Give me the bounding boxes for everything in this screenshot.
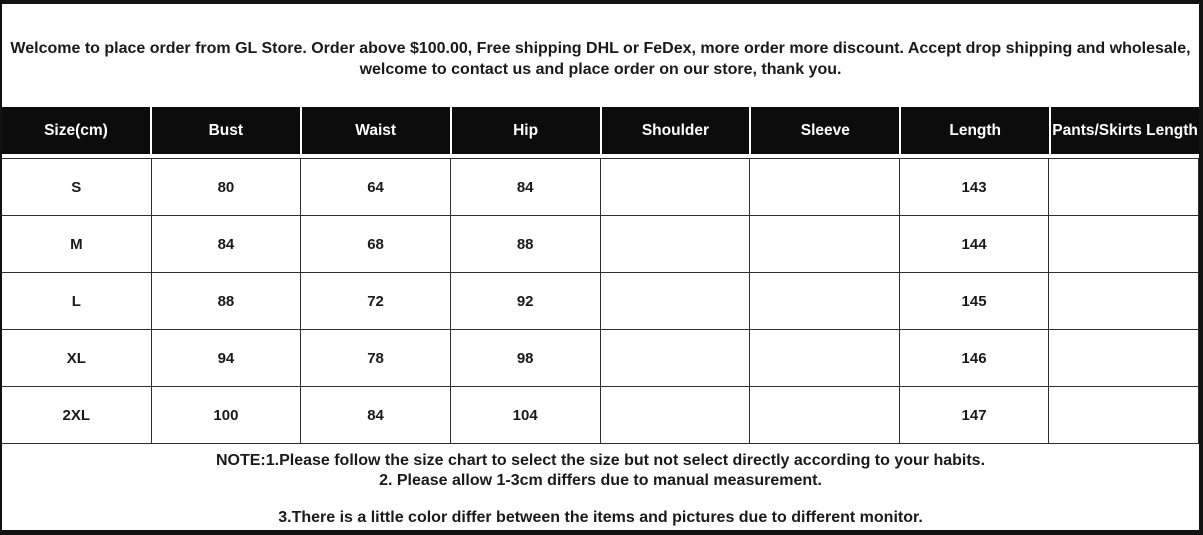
cell-pants-skirts-length <box>1049 330 1199 387</box>
cell-size: S <box>2 159 152 216</box>
welcome-text-line-2: welcome to contact us and place order on… <box>359 60 842 78</box>
cell-sleeve <box>750 216 900 273</box>
cell-bust: 84 <box>151 216 302 273</box>
cell-length: 143 <box>899 159 1050 216</box>
cell-pants-skirts-length <box>1049 273 1199 330</box>
cell-pants-skirts-length <box>1049 216 1199 273</box>
table-row-s: S 80 64 84 143 <box>2 159 1199 216</box>
table-body: S 80 64 84 143 M 84 68 88 144 L 88 72 92 <box>2 158 1199 444</box>
cell-size: M <box>2 216 152 273</box>
cell-waist: 64 <box>301 159 451 216</box>
cell-size: XL <box>2 330 152 387</box>
column-header-pants-skirts-length: Pants/Skirts Length <box>1051 107 1199 154</box>
table-row-l: L 88 72 92 145 <box>2 273 1199 330</box>
cell-length: 146 <box>899 330 1050 387</box>
note-line-1: NOTE:1.Please follow the size chart to s… <box>215 452 986 469</box>
cell-waist: 68 <box>301 216 451 273</box>
table-header-row: Size(cm) Bust Waist Hip Shoulder Sleeve … <box>2 107 1199 154</box>
cell-length: 147 <box>899 387 1050 444</box>
column-header-hip: Hip <box>451 107 600 154</box>
note-line-3: 3.There is a little color differ between… <box>278 509 923 526</box>
cell-pants-skirts-length <box>1049 159 1199 216</box>
table-row-xl: XL 94 78 98 146 <box>2 330 1199 387</box>
cell-bust: 88 <box>151 273 302 330</box>
table-row-m: M 84 68 88 144 <box>2 216 1199 273</box>
cell-sleeve <box>750 387 900 444</box>
cell-hip: 84 <box>450 159 601 216</box>
column-header-waist: Waist <box>301 107 450 154</box>
cell-bust: 94 <box>151 330 302 387</box>
cell-size: 2XL <box>2 387 152 444</box>
cell-shoulder <box>600 387 751 444</box>
welcome-text-line-1: Welcome to place order from GL Store. Or… <box>10 39 1191 57</box>
cell-hip: 88 <box>450 216 601 273</box>
cell-pants-skirts-length <box>1049 387 1199 444</box>
note-line-2: 2. Please allow 1-3cm differs due to man… <box>379 472 822 489</box>
cell-shoulder <box>600 216 751 273</box>
cell-bust: 100 <box>151 387 302 444</box>
column-header-shoulder: Shoulder <box>601 107 750 154</box>
cell-length: 145 <box>899 273 1050 330</box>
column-header-bust: Bust <box>151 107 300 154</box>
cell-hip: 104 <box>450 387 601 444</box>
table-row-2xl: 2XL 100 84 104 147 <box>2 387 1199 444</box>
column-header-size: Size(cm) <box>2 107 150 154</box>
column-header-length: Length <box>901 107 1050 154</box>
cell-shoulder <box>600 159 751 216</box>
cell-waist: 84 <box>301 387 451 444</box>
cell-hip: 98 <box>450 330 601 387</box>
notes-section: NOTE:1.Please follow the size chart to s… <box>2 444 1199 530</box>
cell-sleeve <box>750 273 900 330</box>
welcome-banner: Welcome to place order from GL Store. Or… <box>2 4 1199 107</box>
cell-shoulder <box>600 273 751 330</box>
cell-shoulder <box>600 330 751 387</box>
cell-sleeve <box>750 330 900 387</box>
cell-sleeve <box>750 159 900 216</box>
cell-length: 144 <box>899 216 1050 273</box>
cell-size: L <box>2 273 152 330</box>
cell-hip: 92 <box>450 273 601 330</box>
cell-waist: 72 <box>301 273 451 330</box>
cell-waist: 78 <box>301 330 451 387</box>
column-header-sleeve: Sleeve <box>751 107 900 154</box>
cell-bust: 80 <box>151 159 302 216</box>
